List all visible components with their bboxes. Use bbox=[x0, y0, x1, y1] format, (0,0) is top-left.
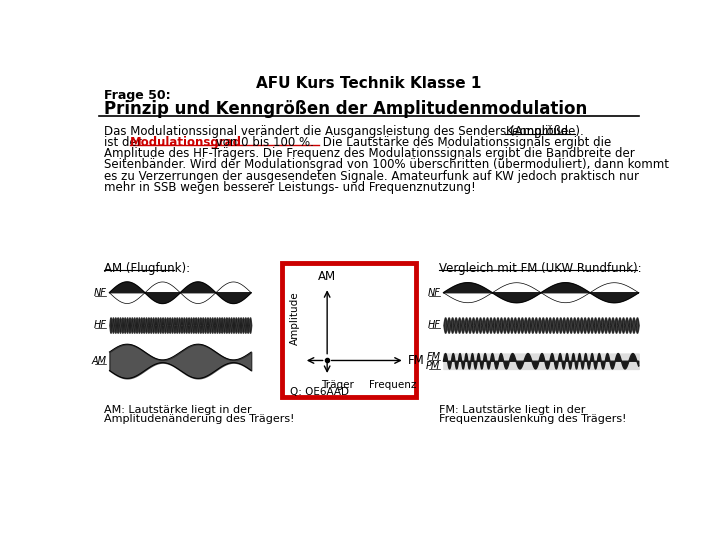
Text: ist der: ist der bbox=[104, 136, 145, 149]
Text: Seitenbänder. Wird der Modulationsgrad von 100% überschritten (übermoduliert), d: Seitenbänder. Wird der Modulationsgrad v… bbox=[104, 158, 669, 171]
Text: HF: HF bbox=[94, 320, 107, 330]
Text: Prinzip und Kenngrößen der Amplitudenmodulation: Prinzip und Kenngrößen der Amplitudenmod… bbox=[104, 100, 588, 118]
Text: es zu Verzerrungen der ausgesendeten Signale. Amateurfunk auf KW jedoch praktisc: es zu Verzerrungen der ausgesendeten Sig… bbox=[104, 170, 639, 183]
Text: AM (Flugfunk):: AM (Flugfunk): bbox=[104, 262, 190, 275]
Text: Vergleich mit FM (UKW Rundfunk):: Vergleich mit FM (UKW Rundfunk): bbox=[438, 262, 642, 275]
Text: Amplitude des HF-Trägers. Die Frequenz des Modulationssignals ergibt die Bandbre: Amplitude des HF-Trägers. Die Frequenz d… bbox=[104, 147, 635, 160]
Text: HF: HF bbox=[427, 320, 441, 330]
Text: Das Modulationssignal verändert die Ausgangsleistung des Senders (Amplitude).: Das Modulationssignal verändert die Ausg… bbox=[104, 125, 588, 138]
Text: Modulationsgrad: Modulationsgrad bbox=[130, 136, 243, 149]
Text: Das Modulationssignal verändert die Ausgangsleistung des Senders (Amplitude). Ke: Das Modulationssignal verändert die Ausg… bbox=[104, 125, 651, 138]
Text: Q: OE6AAD: Q: OE6AAD bbox=[290, 387, 349, 397]
Text: FM: FM bbox=[426, 352, 441, 362]
Text: FM: FM bbox=[408, 354, 425, 367]
Text: FM: Lautstärke liegt in der: FM: Lautstärke liegt in der bbox=[438, 405, 585, 415]
Bar bbox=[282, 262, 415, 397]
Text: Kenngröße: Kenngröße bbox=[505, 125, 569, 138]
Text: Frequenz: Frequenz bbox=[369, 381, 417, 390]
Text: AFU Kurs Technik Klasse 1: AFU Kurs Technik Klasse 1 bbox=[256, 76, 482, 91]
Text: Frage 50:: Frage 50: bbox=[104, 90, 171, 103]
Text: leicht zu merken:: leicht zu merken: bbox=[284, 262, 387, 275]
Text: NF: NF bbox=[428, 288, 441, 298]
Text: AM: AM bbox=[318, 271, 336, 284]
Text: mehr in SSB wegen besserer Leistungs- und Frequenznutzung!: mehr in SSB wegen besserer Leistungs- un… bbox=[104, 181, 476, 194]
Text: PM: PM bbox=[426, 361, 441, 371]
Text: Die Lautstärke des Modulationssignals ergibt die: Die Lautstärke des Modulationssignals er… bbox=[319, 136, 611, 149]
Text: Modulationsgrad von 0 bis 100 %.: Modulationsgrad von 0 bis 100 %. bbox=[130, 136, 355, 149]
Text: Amplitude: Amplitude bbox=[289, 292, 300, 345]
Text: AM: AM bbox=[91, 356, 107, 366]
Text: AM: Lautstärke liegt in der: AM: Lautstärke liegt in der bbox=[104, 405, 251, 415]
Text: Frequenzauslenkung des Trägers!: Frequenzauslenkung des Trägers! bbox=[438, 414, 626, 424]
Text: Träger: Träger bbox=[321, 381, 354, 390]
Text: von 0 bis 100 %.: von 0 bis 100 %. bbox=[212, 136, 313, 149]
Text: NF: NF bbox=[94, 288, 107, 298]
Text: Amplitudenänderung des Trägers!: Amplitudenänderung des Trägers! bbox=[104, 414, 294, 424]
